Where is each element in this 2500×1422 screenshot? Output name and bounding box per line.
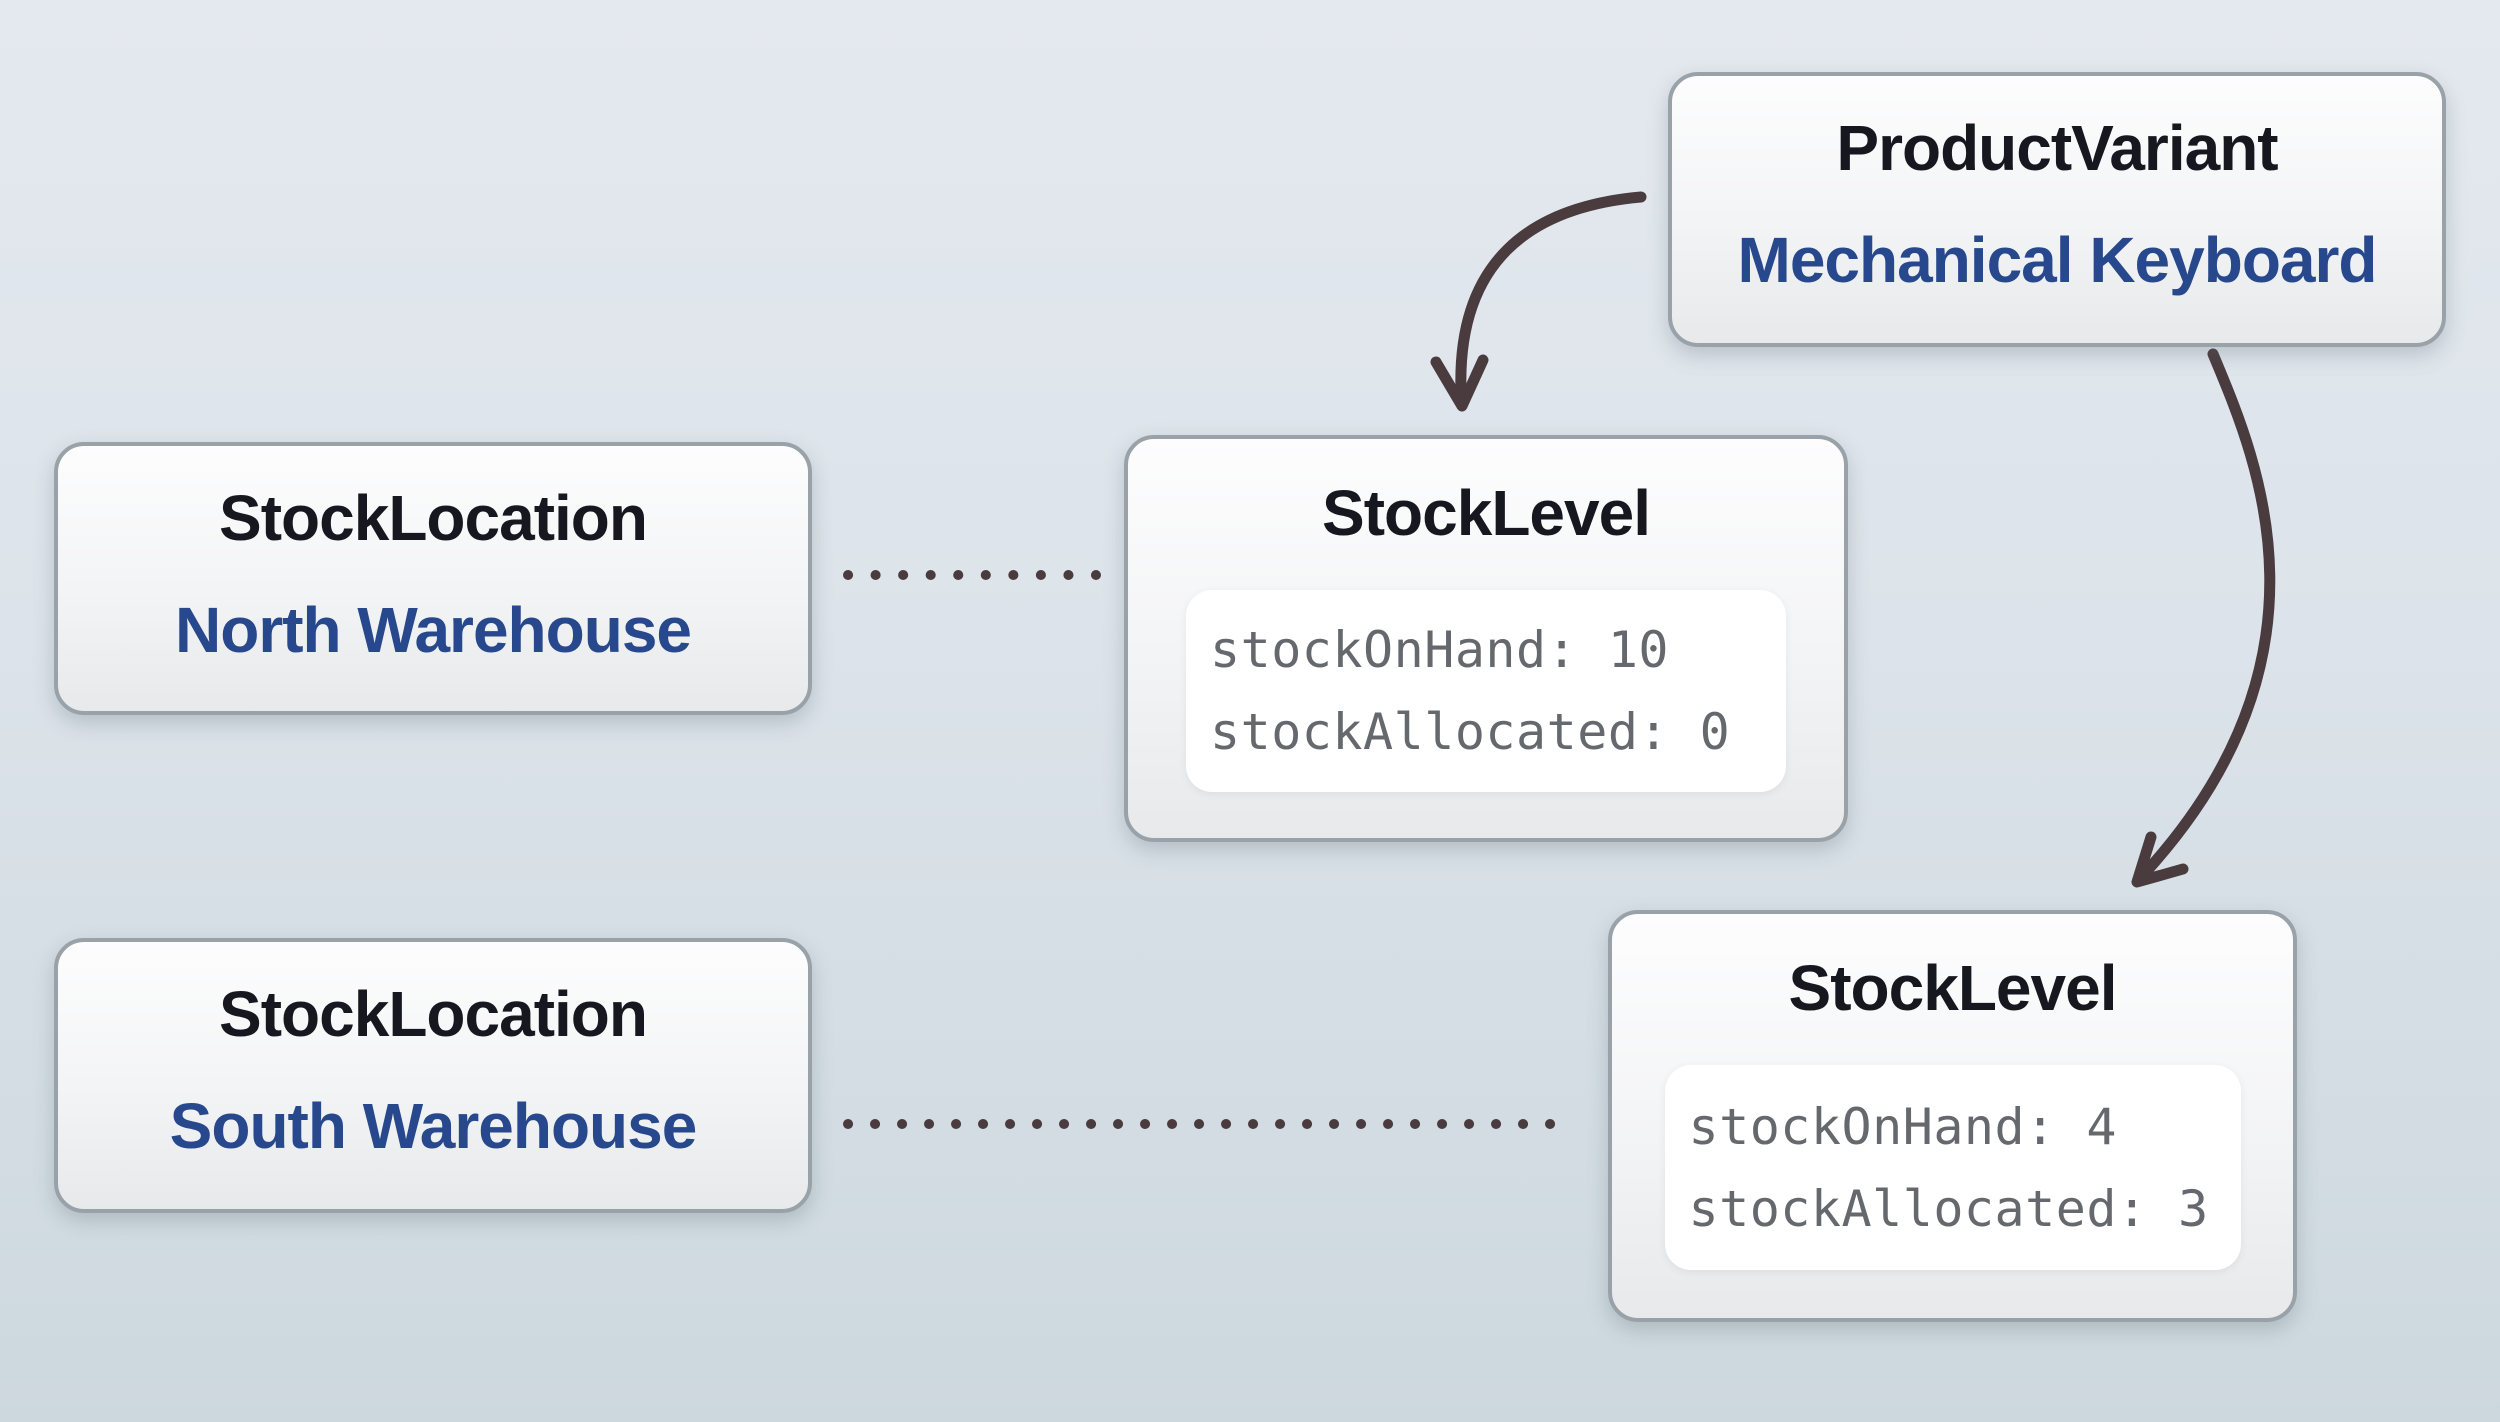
stock-on-hand-field: stockOnHand: 4 [1688,1097,2117,1156]
node-title: StockLocation [219,482,648,554]
product-variant-node: ProductVariant Mechanical Keyboard [1668,72,2446,347]
node-subtitle: South Warehouse [169,1090,698,1162]
arrow-curve [2138,348,2276,880]
arrow-product-to-stocklevel-north [1430,191,1647,412]
node-title: ProductVariant [1836,112,2278,184]
stock-location-south-node: StockLocation South Warehouse [54,938,812,1213]
node-subtitle: North Warehouse [175,594,692,666]
node-subtitle: Mechanical Keyboard [1737,224,2378,296]
stock-level-north-node: StockLevel stockOnHand: 10 stockAllocate… [1124,435,1848,842]
arrow-curve [1455,191,1647,397]
arrowhead-icon [1430,354,1489,412]
stock-fields-panel: stockOnHand: 4 stockAllocated: 3 [1664,1065,2241,1270]
stock-allocated-field: stockAllocated: 0 [1210,703,1731,761]
stock-level-south-node: StockLevel stockOnHand: 4 stockAllocated… [1608,910,2297,1322]
arrow-product-to-stocklevel-south [2131,348,2276,888]
node-title: StockLocation [219,978,648,1050]
stock-on-hand-field: stockOnHand: 10 [1210,621,1670,679]
stock-allocated-field: stockAllocated: 3 [1688,1179,2209,1238]
node-title: StockLevel [1788,952,2118,1024]
arrowhead-icon [2131,831,2189,888]
stock-location-north-node: StockLocation North Warehouse [54,442,812,715]
stock-fields-panel: stockOnHand: 10 stockAllocated: 0 [1186,590,1786,792]
node-title: StockLevel [1322,477,1651,549]
